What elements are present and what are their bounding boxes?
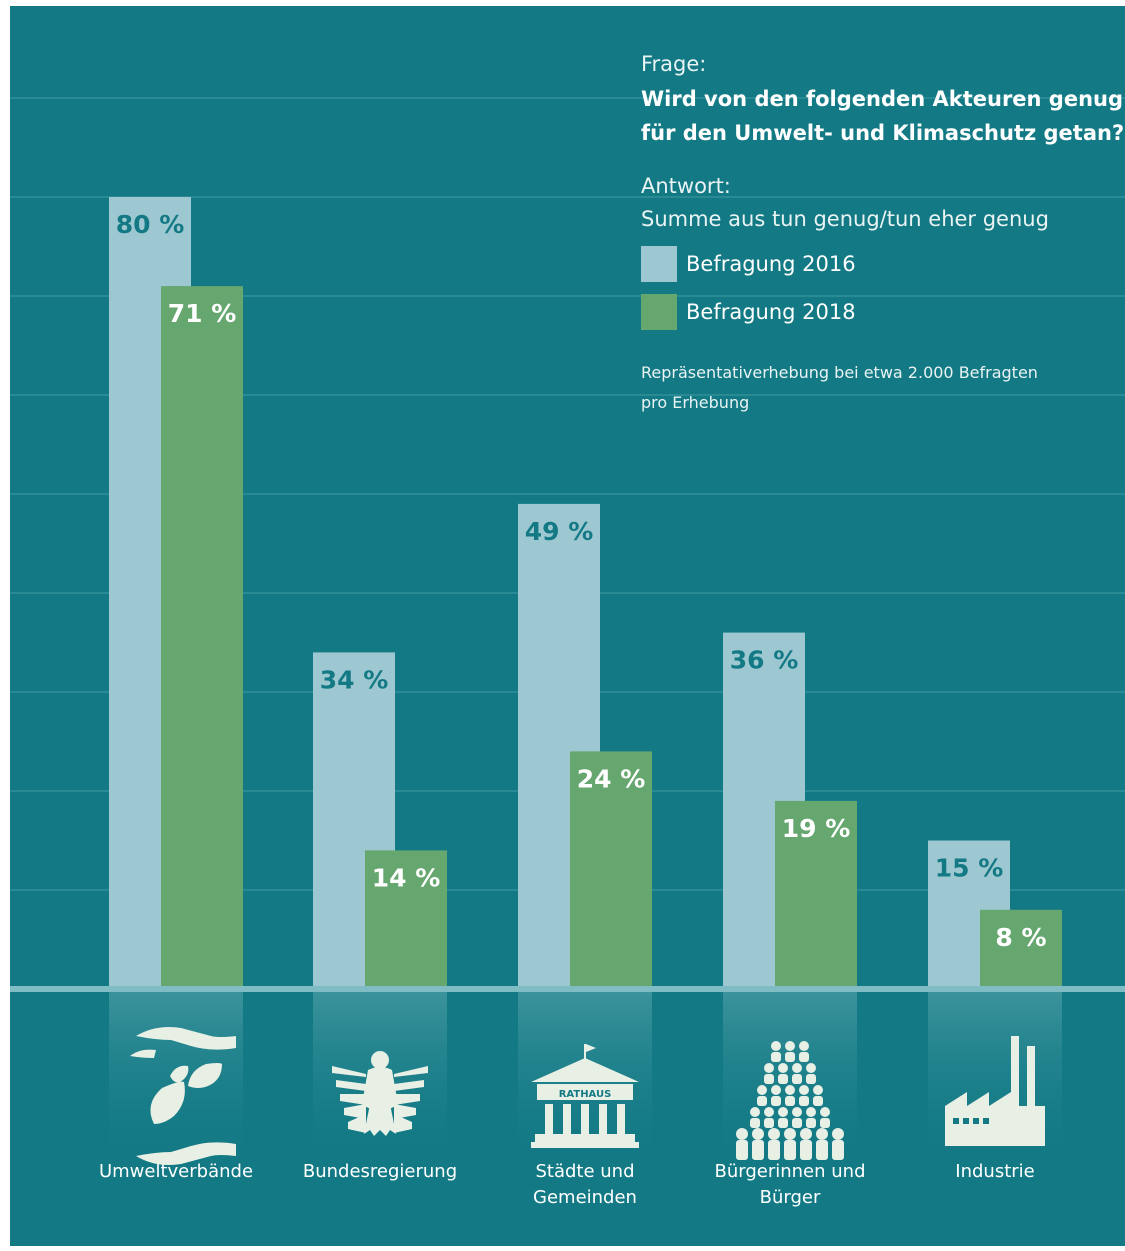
answer-text: Summe aus tun genug/tun eher genug <box>641 207 1049 231</box>
legend-swatch-2018 <box>641 294 677 330</box>
value-label-2018-5: 8 % <box>995 923 1046 952</box>
rathaus-sign: RATHAUS <box>559 1089 612 1100</box>
value-label-2016-2: 34 % <box>320 665 389 694</box>
factory-icon <box>945 1036 1045 1146</box>
legend-entry-2016: Befragung 2016 <box>641 246 1124 282</box>
bar-2018-2 <box>365 850 447 989</box>
value-label-2018-2: 14 % <box>372 863 441 892</box>
question-line-1: Wird von den folgenden Akteuren genug <box>641 87 1124 111</box>
legend-swatch-2016 <box>641 246 677 282</box>
value-label-2016-5: 15 % <box>935 854 1004 883</box>
question-line-2: für den Umwelt- und Klimaschutz getan? <box>641 121 1125 145</box>
survey-note: Repräsentativerhebung bei etwa 2.000 Bef… <box>641 358 1081 418</box>
value-label-2018-3: 24 % <box>577 764 646 793</box>
category-label-4-line-1: Bürgerinnen und <box>714 1161 865 1182</box>
hands-leaves-icon <box>130 1027 236 1165</box>
bar-2018-1 <box>161 286 243 990</box>
category-label-2: Bundesregierung <box>303 1161 457 1182</box>
infographic: 80 % 71 % 34 % 14 % 49 % 24 % 36 % 19 % 15 % 8 % U… <box>10 6 1125 1246</box>
federal-eagle-icon <box>332 1051 428 1136</box>
town-hall-icon: RATHAUS <box>531 1044 639 1148</box>
category-label-1: Umweltverbände <box>99 1161 253 1182</box>
bar-2018-5 <box>980 909 1062 989</box>
category-label-3-line-1: Städte und <box>535 1161 634 1182</box>
category-label-4-line-2: Bürger <box>760 1187 821 1208</box>
legend-label-2016: Befragung 2016 <box>686 252 856 276</box>
survey-note-line-1: Repräsentativerhebung bei etwa 2.000 Bef… <box>641 363 1038 382</box>
category-label-5: Industrie <box>955 1161 1034 1182</box>
legend-entry-2018: Befragung 2018 <box>641 294 1124 330</box>
legend-label-2018: Befragung 2018 <box>686 300 856 324</box>
survey-note-line-2: pro Erhebung <box>641 393 750 412</box>
people-group-icon <box>736 1041 844 1160</box>
bar-2018-4 <box>775 800 857 989</box>
answer-label: Antwort: <box>641 174 731 198</box>
value-label-2016-4: 36 % <box>730 646 799 675</box>
value-label-2016-1: 80 % <box>116 210 185 239</box>
question-text: Wird von den folgenden Akteuren genug fü… <box>641 82 1124 150</box>
legend: Frage: Wird von den folgenden Akteuren g… <box>641 50 1124 418</box>
question-label: Frage: <box>641 52 707 76</box>
bar-chart: 80 % 71 % 34 % 14 % 49 % 24 % 36 % 19 % 15 % 8 % U… <box>10 97 1125 1208</box>
baseline <box>10 986 1125 992</box>
value-label-2018-1: 71 % <box>168 299 237 328</box>
bar-2018-3 <box>570 751 652 989</box>
value-label-2018-4: 19 % <box>782 814 851 843</box>
value-label-2016-3: 49 % <box>525 517 594 546</box>
category-label-3-line-2: Gemeinden <box>533 1187 637 1208</box>
